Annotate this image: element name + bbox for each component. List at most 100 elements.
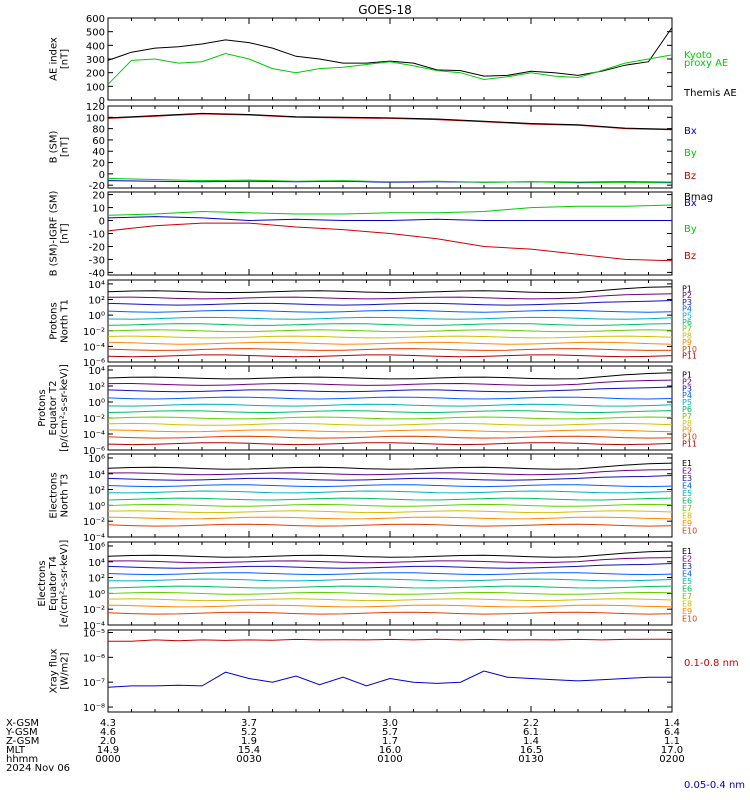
channel-e6 (107, 585, 673, 589)
ephemeris-value: 6.4 (664, 727, 680, 738)
series-bz (107, 113, 673, 131)
y-tick-label: 10⁻⁵ (83, 628, 105, 639)
y-tick-label: 500 (86, 28, 105, 39)
legend-e9: E9 (682, 519, 692, 528)
y-axis-label: B (SM) (49, 130, 60, 163)
legend-e3: E3 (682, 474, 692, 483)
panel-e2: 10⁻⁴ 10⁻² 10⁰ 10² 10⁴ 10⁶ Electrons Equator T4[… (37, 540, 697, 632)
legend-p2: P2 (682, 291, 692, 300)
ephemeris-value: 1.9 (241, 736, 257, 747)
panel-frame (107, 629, 673, 713)
ephemeris-value: 4.6 (100, 727, 116, 738)
legend-bz: Bz (684, 171, 696, 182)
channel-e2 (107, 469, 673, 476)
legend-e1: E1 (682, 547, 692, 556)
y-tick-label: 10² (88, 574, 105, 585)
legend-p11: P11 (682, 352, 697, 361)
ephemeris-value: 15.4 (238, 745, 260, 756)
legend-e2: E2 (682, 466, 692, 475)
legend-p6: P6 (682, 318, 692, 327)
panel-xray: 10⁻⁸ 10⁻⁷ 10⁻⁶ 10⁻⁵ Xray flux [W/m2] 0.1-0.8 n… (49, 628, 746, 791)
y-axis-label: [e/(cm²-s-sr-keV)] (59, 540, 70, 628)
channel-p1 (107, 372, 673, 380)
y-tick-label: 600 (86, 14, 105, 25)
legend-e9: E9 (682, 607, 692, 616)
y-tick-label: 10⁰ (88, 311, 105, 322)
channel-e1 (107, 550, 673, 558)
legend-p6: P6 (682, 405, 692, 414)
channel-p11 (107, 354, 673, 358)
channel-e3 (107, 563, 673, 569)
legend-p11: P11 (682, 440, 697, 449)
panel-frame (107, 17, 673, 101)
legend-e6: E6 (682, 496, 692, 505)
y-tick-label: 10⁻⁴ (83, 621, 105, 632)
y-tick-label: 10⁴ (88, 470, 105, 481)
channel-p3 (107, 386, 673, 393)
ephemeris-value: 3.0 (382, 718, 398, 729)
ephemeris-table: X-GSM 4.3 3.7 3.0 2.2 1.4 Y-GSM 4.6 5.2 5.7 6.1 6.4… (5, 718, 685, 774)
legend-p4: P4 (682, 305, 692, 314)
channel-p10 (107, 435, 673, 439)
legend-e3: E3 (682, 562, 692, 571)
y-axis-label: [p/(cm²-s-sr-keV)] (59, 364, 70, 452)
ephemeris-date: 2024 Nov 06 (6, 763, 70, 774)
legend-p8: P8 (682, 419, 692, 428)
y-tick-label: 80 (92, 125, 105, 136)
series-bx (107, 216, 672, 222)
legend-p10: P10 (682, 433, 697, 442)
chart-title: GOES-18 (358, 3, 412, 17)
channel-p2 (107, 379, 673, 386)
ephemeris-value: 0200 (659, 754, 684, 765)
y-tick-label: 200 (86, 69, 105, 80)
legend-bmag: Bmag (684, 192, 713, 203)
series-kyoto-proxy-ae (107, 52, 673, 85)
channel-e10 (107, 523, 673, 527)
y-tick-label: 10⁻⁴ (83, 342, 105, 353)
y-tick-label: 10⁶ (88, 542, 105, 553)
y-tick-label: 10⁻⁶ (83, 446, 105, 457)
y-axis-label: AE index (49, 37, 60, 81)
channel-e2 (107, 557, 673, 564)
y-axis-label: B (SM)-IGRF (SM) (49, 191, 60, 277)
legend-p1: P1 (682, 370, 692, 379)
legend-p2: P2 (682, 377, 692, 386)
legend-by: By (684, 148, 697, 159)
ephemeris-value: 0130 (518, 754, 543, 765)
y-tick-label: -20 (89, 181, 105, 192)
y-axis-label: [W/m2] (60, 652, 71, 689)
y-axis-label: North T1 (60, 299, 71, 343)
legend-p3: P3 (682, 384, 692, 393)
y-tick-label: 0 (99, 217, 105, 228)
legend-e7: E7 (682, 592, 692, 601)
channel-e8 (107, 598, 673, 602)
channel-e1 (107, 462, 673, 470)
y-tick-label: 10⁴ (88, 280, 105, 291)
y-tick-label: 10⁻² (83, 605, 105, 616)
legend-themis-ae: Themis AE (683, 88, 737, 99)
legend-e7: E7 (682, 504, 692, 513)
y-axis-label: Equator T2 (48, 381, 59, 436)
y-tick-label: 100 (86, 82, 105, 93)
legend-bx: Bx (684, 198, 697, 209)
ephemeris-value: 2.2 (523, 718, 539, 729)
channel-p4 (107, 396, 673, 400)
y-axis-label: North T3 (60, 474, 71, 518)
channel-p2 (107, 293, 673, 300)
ephemeris-value: 5.2 (241, 727, 257, 738)
y-tick-label: -20 (89, 242, 105, 253)
y-axis-label: [nT] (60, 137, 71, 157)
channel-e9 (107, 516, 673, 520)
y-tick-label: 20 (92, 191, 105, 202)
channel-p10 (107, 348, 673, 351)
channel-e9 (107, 604, 673, 608)
legend-proxy-ae: proxy AE (684, 58, 728, 69)
legend-p7: P7 (682, 412, 692, 421)
series-bz (107, 222, 673, 262)
channel-p1 (107, 286, 673, 294)
legend-bx: Bx (684, 126, 697, 137)
series-themis-ae (107, 27, 673, 77)
y-tick-label: 0 (99, 96, 105, 107)
legend-e10: E10 (682, 526, 697, 535)
series-by (107, 204, 673, 216)
